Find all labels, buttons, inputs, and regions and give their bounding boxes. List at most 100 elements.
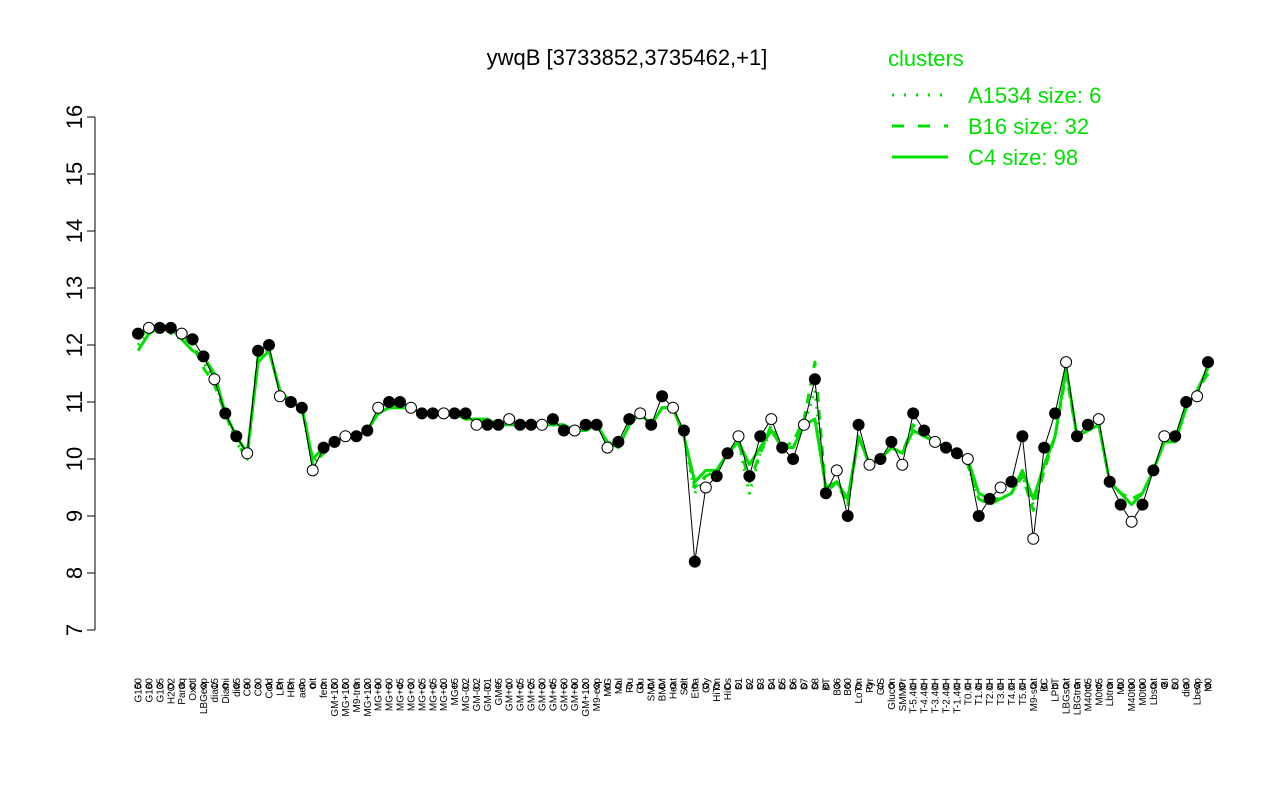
x-tick-mark [1193,682,1201,690]
x-tick-label: M40t90 [1127,678,1138,712]
data-point [841,510,854,522]
x-tick-label: HiOs [723,678,734,700]
x-tick-mark [757,682,764,690]
x-tick-label: BC [1040,678,1051,692]
data-point [492,418,505,431]
x-tick-label: GM+10 [505,678,516,712]
x-tick-label: BMM [658,678,669,701]
x-tick-label: ferm [319,678,330,698]
x-tick-mark [637,682,644,690]
x-tick-label: Oxctl [188,678,199,701]
data-point [426,407,439,420]
x-tick-mark [822,682,829,690]
x-tick-label: T4.0H [1007,678,1018,705]
x-tick-mark [1183,682,1190,690]
data-point [197,350,210,363]
x-tick-label: T-1.40H [952,678,963,714]
data-point [361,424,374,437]
data-point [164,321,177,334]
x-tick-label: MG+15 [428,678,439,712]
x-tick-mark [1172,682,1179,690]
x-tick-label: dia0 [1182,678,1193,697]
x-tick-label: Mt0 [1116,678,1127,695]
data-point [732,430,745,443]
data-point [1125,515,1138,528]
x-tick-label: Paraq [177,678,188,705]
data-point [798,418,810,431]
data-point [743,470,756,483]
x-tick-mark [331,682,338,690]
x-tick-label: S3 [756,678,767,691]
series-line-solid [136,326,1210,507]
x-tick-label: S6 [789,678,800,691]
x-tick-label: GM+90 [570,678,581,712]
x-tick-mark [931,682,939,690]
x-tick-mark [844,682,851,690]
x-tick-label: M9-exp [592,678,603,712]
x-tick-mark [320,682,327,690]
x-tick-mark [298,682,305,690]
x-tick-mark [473,682,480,690]
x-tick-mark [506,682,513,690]
x-tick-mark [1052,682,1059,690]
data-point [175,327,188,340]
x-tick-label: LPhT [1051,678,1062,702]
data-point [874,453,887,465]
x-tick-label: M9-stat [1029,678,1040,712]
x-tick-label: LPh [275,678,286,696]
series-lines [136,326,1210,512]
legend-label: A1534 size: 6 [968,83,1101,108]
x-tick-mark [342,682,349,690]
x-tick-mark [1008,682,1015,690]
x-tick-label: G150 [134,678,145,703]
data-point [1180,396,1193,408]
data-point [699,481,712,494]
data-point [186,333,199,346]
data-point [459,407,472,420]
data-point [394,396,406,408]
x-tick-label: Lbexp [1193,678,1204,706]
data-point [590,418,603,431]
x-tick-mark [768,682,775,690]
x-tick-mark [462,682,469,690]
y-tick-label: 14 [62,219,87,243]
data-point [852,418,865,431]
data-point [546,413,559,426]
series-line-dashed [136,326,1210,512]
x-tick-label: BT [821,678,832,691]
x-axis-ticks: G150 G180 G135 H2O2 Paraq Oxctl LBGexp dia15 Dia… [134,677,1215,716]
x-tick-label: MG+120 [363,678,374,717]
x-tick-mark [309,682,316,690]
x-tick-label: MG+30 [406,678,417,712]
x-tick-mark [1150,682,1157,690]
x-tick-mark [615,682,622,690]
data-point [536,418,548,431]
x-tick-label: T-4.40H [920,678,931,714]
data-point [776,441,789,454]
x-tick-mark [538,682,546,690]
series-line-dotted [136,326,1210,507]
data-point [754,430,767,443]
x-tick-mark [178,682,185,690]
data-point [295,401,308,414]
data-point [568,424,581,437]
x-tick-label: GM+150 [330,678,341,717]
data-point [918,424,931,437]
x-tick-label: Glucon [887,678,898,710]
x-tick-mark [713,682,720,690]
x-tick-mark [724,682,731,690]
x-tick-mark [418,682,425,690]
data-point [972,510,985,522]
y-tick-label: 9 [62,510,87,522]
x-tick-label: S1 [734,678,745,691]
data-point [830,464,843,477]
x-tick-label: HPh [286,678,297,697]
x-tick-label: Glu [636,678,647,694]
x-tick-label: C90 [243,678,254,697]
x-tick-mark [484,682,491,690]
x-tick-label: Diami [221,678,232,704]
data-point [153,321,166,334]
data-point [787,453,800,465]
x-tick-mark [255,682,262,690]
